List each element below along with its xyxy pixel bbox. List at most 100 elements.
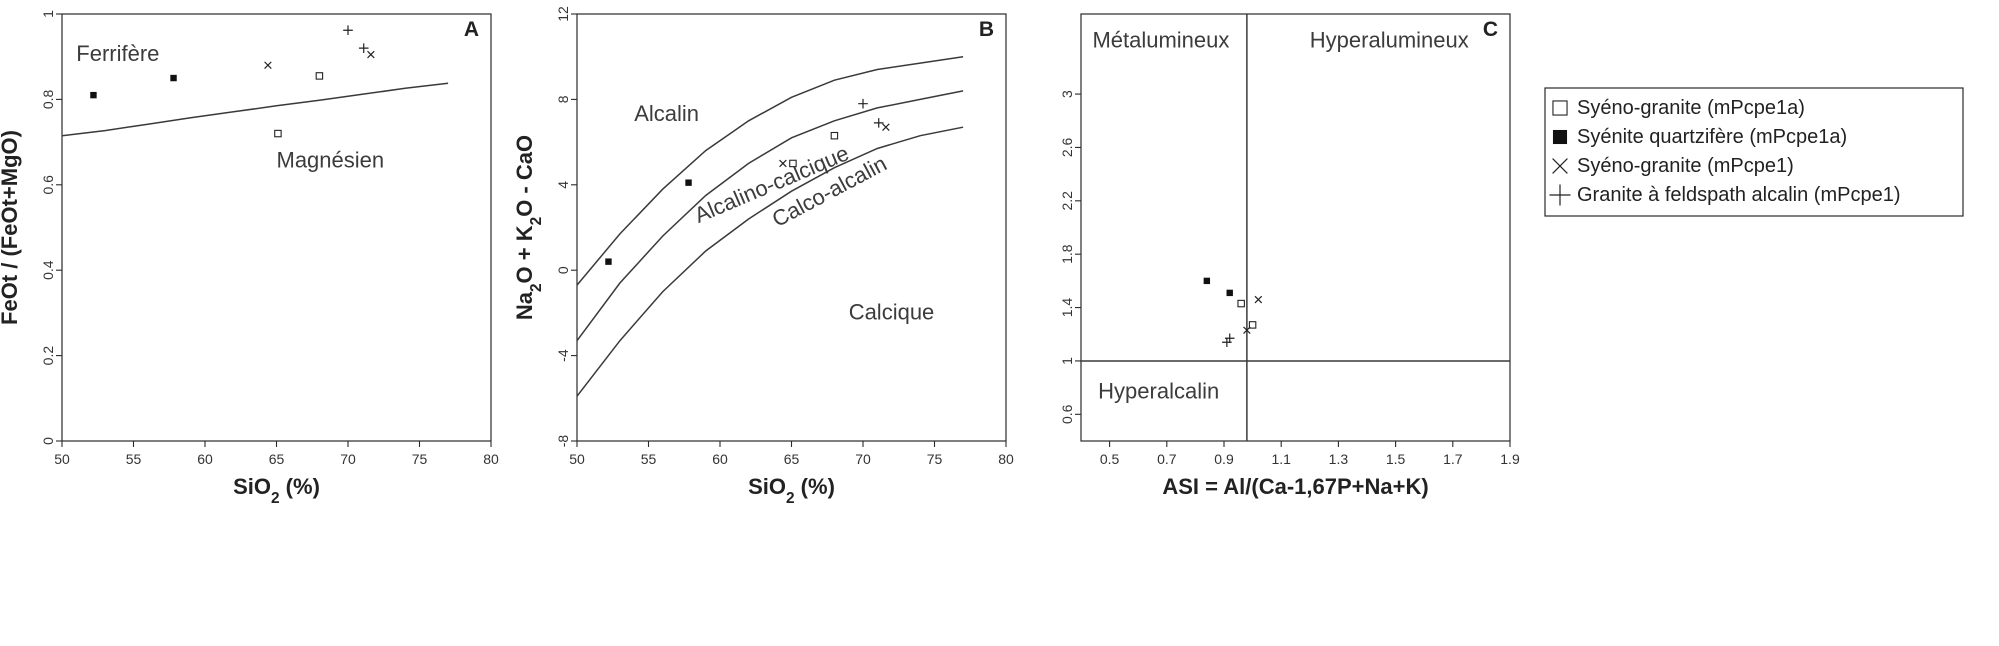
y-tick-label: 0: [555, 266, 571, 274]
data-point-open-square: [789, 159, 797, 168]
legend-label: Syéno-granite (mPcpe1a): [1577, 97, 1805, 119]
plot-frame: [576, 13, 1007, 442]
legend-label: Syéno-granite (mPcpe1): [1577, 155, 1794, 177]
legend-marker-filled-square: [1552, 129, 1568, 145]
data-point-plus: [343, 25, 353, 36]
data-point-x: [1243, 326, 1251, 335]
data-point-filled-square: [90, 91, 97, 99]
data-point-x: [367, 50, 375, 59]
panel-a: 50 55 60 65 70 75 80 0 0.2 0.4 0.6 0.8 1 SiO2 (%) FeOt…: [0, 10, 499, 507]
panel-b: 50 55 60 65 70 75 80 -8 -4 0 4 8 12 SiO2 (%) Na2O + K2…: [512, 6, 1014, 506]
data-point-filled-square: [170, 74, 177, 82]
region-label: Métalumineux: [1092, 27, 1229, 52]
data-point-plus: [873, 118, 884, 128]
x-tick-label: 1.5: [1386, 451, 1406, 467]
data-point-filled-square: [685, 179, 692, 186]
x-tick-label: 1.3: [1329, 451, 1349, 467]
y-tick-label: 0.6: [1059, 404, 1075, 424]
data-point-filled-square: [1203, 277, 1211, 285]
data-point-open-square: [274, 129, 282, 138]
y-tick-label: 1.4: [1059, 298, 1075, 318]
legend-marker-x: [1552, 158, 1568, 174]
x-tick-label: 1.7: [1443, 451, 1463, 467]
x-axis-label: ASI = Al/(Ca-1,67P+Na+K): [1162, 474, 1428, 499]
x-axis-label: SiO2 (%): [748, 474, 835, 507]
y-tick-label: 12: [555, 6, 571, 22]
data-point-plus: [1224, 333, 1235, 344]
data-point-x: [264, 61, 272, 70]
y-tick-label: 0.2: [40, 346, 56, 366]
region-label: Hyperalumineux: [1310, 27, 1469, 52]
panel-c: 0.5 0.7 0.9 1.1 1.3 1.5 1.7 1.9 0.6 1 1.4 1.8 2.2 2.6…: [1059, 13, 1964, 499]
x-tick-label: 50: [54, 451, 70, 467]
y-tick-label: 2.6: [1059, 137, 1075, 157]
x-tick-label: 1.1: [1271, 451, 1291, 467]
x-tick-label: 60: [197, 451, 213, 467]
x-tick-label: 55: [126, 451, 142, 467]
x-tick-label: 65: [784, 451, 800, 467]
x-tick-label: 80: [483, 451, 499, 467]
boundary-curve: [61, 82, 449, 137]
x-tick-label: 0.5: [1100, 451, 1120, 467]
y-tick-label: 1: [40, 10, 56, 18]
x-tick-label: 70: [855, 451, 871, 467]
boundary-curve: [576, 126, 964, 397]
region-label: Hyperalcalin: [1098, 378, 1219, 403]
y-tick-label: 4: [555, 181, 571, 189]
y-tick-label: 0.6: [40, 175, 56, 195]
x-tick-label: 0.9: [1214, 451, 1234, 467]
legend-label: Granite à feldspath alcalin (mPcpe1): [1577, 184, 1901, 206]
y-tick-label: 0.8: [40, 89, 56, 109]
data-point-x: [882, 123, 890, 131]
x-tick-label: 80: [998, 451, 1014, 467]
x-tick-label: 1.9: [1500, 451, 1520, 467]
y-axis-label: FeOt / (FeOt+MgO): [0, 130, 22, 325]
y-tick-label: 8: [555, 95, 571, 103]
legend-marker-plus: [1549, 184, 1571, 206]
data-point-open-square: [1237, 299, 1245, 308]
data-point-filled-square: [605, 258, 612, 265]
data-point-open-square: [1248, 321, 1257, 329]
y-tick-label: -8: [555, 435, 571, 448]
y-tick-label: 1: [1059, 357, 1075, 365]
x-tick-label: 70: [340, 451, 356, 467]
legend: Syéno-granite (mPcpe1a) Syénite quartzifè…: [1544, 87, 1964, 217]
legend-label: Syénite quartzifère (mPcpe1a): [1577, 126, 1847, 148]
y-tick-label: 0.4: [40, 260, 56, 280]
x-tick-label: 75: [412, 451, 428, 467]
data-point-filled-square: [1226, 289, 1233, 297]
plot-frame: [1080, 13, 1511, 442]
legend-box: [1544, 87, 1964, 217]
region-label: Ferrifère: [76, 41, 159, 66]
data-point-plus: [358, 43, 369, 53]
x-tick-label: 55: [641, 451, 657, 467]
region-label: Alcalin: [634, 101, 699, 126]
legend-marker-open-square: [1552, 100, 1568, 116]
panel-letter: C: [1483, 18, 1498, 41]
x-tick-label: 65: [269, 451, 285, 467]
data-point-open-square: [830, 131, 839, 140]
data-point-plus: [858, 98, 868, 109]
y-tick-label: 1.8: [1059, 244, 1075, 264]
y-tick-label: -4: [555, 349, 571, 362]
plot-frame: [61, 13, 492, 442]
x-axis-label: SiO2 (%): [233, 474, 320, 507]
data-point-x: [779, 159, 787, 168]
panel-letter: B: [979, 18, 994, 41]
y-tick-label: 0: [40, 437, 56, 445]
panel-letter: A: [464, 18, 479, 41]
y-axis-label: Na2O + K2O - CaO: [512, 135, 545, 320]
x-tick-label: 75: [927, 451, 943, 467]
y-tick-label: 2.2: [1059, 191, 1075, 211]
x-tick-label: 60: [712, 451, 728, 467]
region-label: Magnésien: [277, 148, 385, 173]
boundary-curve: [576, 55, 964, 286]
y-tick-label: 3: [1059, 90, 1075, 98]
x-tick-label: 50: [569, 451, 585, 467]
region-label: Calcique: [849, 299, 935, 324]
x-tick-label: 0.7: [1157, 451, 1177, 467]
data-point-x: [1254, 295, 1263, 304]
boundary-curve: [576, 90, 964, 342]
data-point-open-square: [315, 72, 324, 80]
